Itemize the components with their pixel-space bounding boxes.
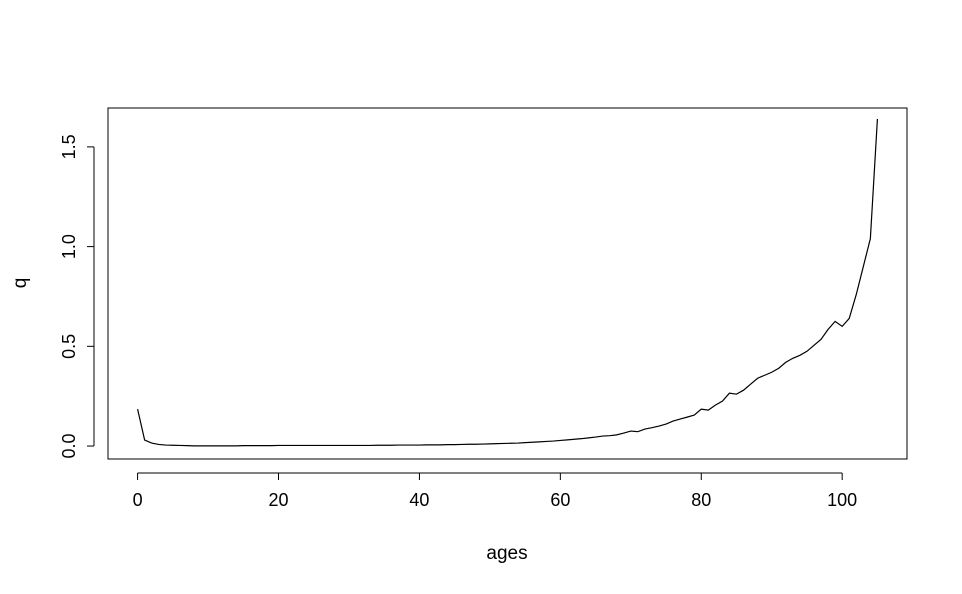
plot-frame [107,107,908,460]
y-axis-title: q [10,278,31,289]
x-axis: 0 20 40 60 80 100 [133,472,857,510]
x-tick-label: 40 [409,490,429,510]
y-tick-label: 1.0 [59,234,79,259]
x-tick-label: 0 [133,490,143,510]
x-tick-label: 20 [268,490,288,510]
x-axis-title: ages [486,543,527,564]
y-axis: 0.0 0.5 1.0 1.5 [59,134,95,459]
y-tick-label: 0.5 [59,334,79,359]
x-tick-label: 100 [827,490,857,510]
y-tick-label: 1.5 [59,134,79,159]
series-line-q [137,118,879,447]
y-tick-label: 0.0 [59,434,79,459]
x-tick-label: 80 [691,490,711,510]
x-tick-label: 60 [550,490,570,510]
